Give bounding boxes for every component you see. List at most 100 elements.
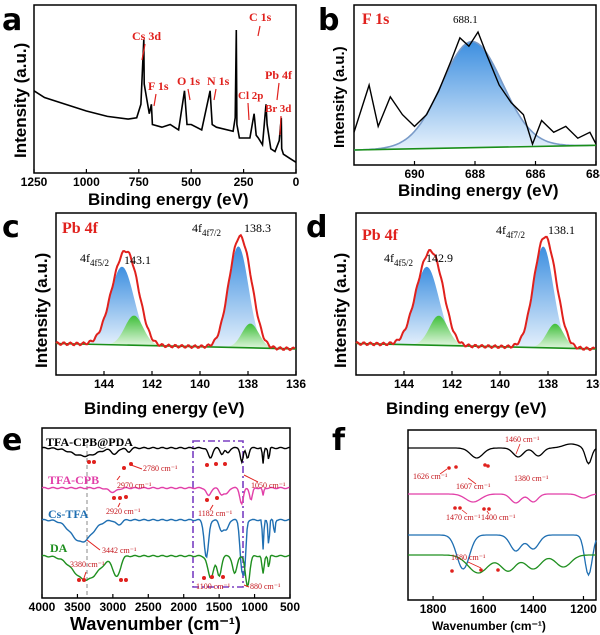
panel-c-peak1-value: 143.1 [124, 253, 151, 267]
panel-c-peak1-orbital: 4f4f5/2 [80, 251, 109, 268]
panel-e-ann-1050: 1050 cm⁻¹ [251, 481, 286, 490]
panel-letter-c: c [2, 210, 20, 245]
panel-e-series-label-1: TFA-CPB [48, 473, 99, 487]
panel-a-tick-label: 1250 [21, 175, 48, 189]
annotation-pb4f: Pb 4f [265, 68, 293, 82]
annotation-br3d: Br 3d [265, 103, 291, 115]
panel-b-fit-envelope [354, 40, 593, 151]
panel-a-tick-label: 1000 [73, 175, 100, 189]
panel-b-baseline [353, 144, 597, 151]
panel-c-tick-label: 142 [142, 377, 162, 391]
panel-e-tick-label: 3000 [100, 600, 127, 614]
panel-b-peak-label: 688.1 [453, 14, 478, 26]
panel-b-title: F 1s [362, 11, 389, 28]
panel-f-ann-1460: 1460 cm⁻¹ [505, 435, 540, 444]
panel-c-tick-label: 136 [286, 377, 306, 391]
panel-a-xps-survey: a 1250 1000 750 500 250 0 Intensity (a.u.) Bi… [2, 3, 300, 209]
panel-d-ylabel: Intensity (a.u.) [331, 253, 350, 368]
panel-c-pb4f: c Pb 4f Intensity (a.u.) Binding energy … [2, 210, 306, 418]
panel-e-tick-label: 2000 [170, 600, 197, 614]
panel-e-series-cs-tfa [41, 518, 290, 577]
panel-a-xlabel: Binding energy (eV) [88, 190, 249, 209]
panel-f-frame [407, 429, 597, 601]
panel-e-ann-2970: 2970 cm⁻¹ [117, 481, 152, 490]
panel-c-green-component-1 [81, 315, 186, 347]
panel-f-series-tfa-cpb [408, 493, 597, 504]
panel-d-peak1-value: 142.9 [426, 251, 453, 265]
annotation-cl2p: Cl 2p [238, 90, 263, 102]
panel-e-x-ticks: 4000 3500 3000 2500 2000 1500 1000 500 [29, 594, 300, 614]
panel-b-tick-label: 688 [465, 167, 485, 181]
annotation-f1s: F 1s [148, 79, 169, 93]
panel-d-tick-label: 144 [394, 377, 414, 391]
panel-c-title: Pb 4f [62, 220, 99, 237]
panel-d-xlabel: Binding energy (eV) [386, 399, 547, 418]
panel-b-ylabel: Intensity (a.u.) [331, 46, 348, 148]
panel-b-tick-label: 686 [525, 167, 545, 181]
panel-c-green-component-2 [197, 323, 302, 349]
panel-a-frame [33, 4, 297, 174]
panel-e-ann-2780: 2780 cm⁻¹ [143, 464, 178, 473]
panel-d-pb4f: d Pb 4f Intensity (a.u.) Binding energy … [306, 210, 600, 418]
panel-f-ftir-zoom: f Wavenumber (cm⁻¹) 1800 1600 1400 1200 146… [332, 423, 597, 633]
panel-d-peak2-value: 138.1 [548, 223, 575, 237]
panel-letter-b: b [318, 3, 339, 38]
annotation-n1s: N 1s [207, 74, 230, 88]
panel-f-ann-1626: 1626 cm⁻¹ [413, 472, 448, 481]
panel-a-annotations: Cs 3d F 1s O 1s N 1s C 1s Cl 2p Pb 4f Br… [132, 10, 293, 136]
panel-f-ann-1400: 1400 cm⁻¹ [481, 513, 516, 522]
panel-f-tick-label: 1800 [420, 602, 447, 616]
panel-c-peak2-orbital: 4f4f7/2 [192, 221, 221, 238]
panel-a-x-ticks: 1250 1000 750 500 250 0 [21, 169, 300, 189]
panel-b-xlabel: Binding energy (eV) [398, 181, 559, 200]
panel-e-ann-2920: 2920 cm⁻¹ [106, 507, 141, 516]
panel-e-tick-label: 4000 [29, 600, 56, 614]
panel-f-tick-label: 1400 [520, 602, 547, 616]
panel-e-ann-1182: 1182 cm⁻¹ [198, 509, 233, 518]
panel-c-xlabel: Binding energy (eV) [84, 399, 245, 418]
panel-c-peaks [55, 233, 302, 352]
panel-c-blue-component-1 [69, 266, 174, 347]
panel-e-xlabel: Wavenumber (cm⁻¹) [70, 614, 241, 634]
panel-b-tick-label: 690 [404, 167, 424, 181]
panel-e-tick-label: 3500 [64, 600, 91, 614]
panel-e-tick-label: 1500 [206, 600, 233, 614]
panel-e-frame [41, 427, 291, 599]
panel-c-fit-envelope [55, 233, 296, 352]
panel-b-f1s: b F 1s Intensity (a.u.) Binding energy (… [318, 3, 600, 200]
panel-f-tick-label: 1200 [570, 602, 597, 616]
panel-f-ann-1470: 1470 cm⁻¹ [446, 513, 481, 522]
panel-b-tick-label: 684 [586, 167, 600, 181]
panel-letter-a: a [2, 3, 22, 38]
panel-d-peak1-orbital: 4f4f5/2 [384, 251, 413, 268]
panel-c-tick-label: 140 [190, 377, 210, 391]
panel-f-annotations: 1460 cm⁻¹ 1626 cm⁻¹ 1380 cm⁻¹ 1607 cm⁻¹ … [413, 435, 549, 573]
panel-d-peak-labels: 4f4f5/2 142.9 4f4f7/2 138.1 [384, 223, 575, 268]
panel-letter-f: f [332, 423, 346, 458]
panel-d-peaks [355, 235, 600, 352]
panel-f-xlabel: Wavenumber (cm⁻¹) [432, 619, 546, 633]
panel-d-tick-label: 142 [442, 377, 462, 391]
panel-e-tick-label: 2500 [135, 600, 162, 614]
panel-b-x-ticks: 690 688 686 684 [404, 161, 600, 181]
panel-f-ann-1607: 1607 cm⁻¹ [456, 482, 491, 491]
panel-letter-d: d [306, 210, 327, 245]
panel-d-frame [355, 212, 597, 376]
panel-c-tick-label: 138 [238, 377, 258, 391]
panel-c-peak2-value: 138.3 [244, 221, 271, 235]
panel-c-x-ticks: 144 142 140 138 136 [94, 371, 306, 391]
panel-d-green-component-2 [502, 323, 600, 349]
panel-c-ylabel: Intensity (a.u.) [32, 253, 51, 368]
panel-a-tick-label: 0 [293, 175, 300, 189]
panel-a-spectrum-line [33, 29, 297, 163]
panel-e-series-tfa-cpb [41, 486, 290, 506]
panel-d-x-ticks: 144 142 140 138 136 [394, 371, 600, 391]
annotation-o1s: O 1s [177, 74, 200, 88]
panel-b-raw-data-line [353, 30, 597, 147]
annotation-cs3d: Cs 3d [132, 29, 161, 43]
panel-e-ann-880: 880 cm⁻¹ [250, 582, 281, 591]
panel-d-fit-envelope [355, 235, 596, 352]
panel-e-annotations: 2780 cm⁻¹ 2970 cm⁻¹ 1050 cm⁻¹ 2920 cm⁻¹ … [70, 460, 286, 591]
panel-e-ftir: e Wavenumber (cm⁻¹) 4000 3500 3000 2500 2000… [2, 423, 300, 634]
panel-f-tick-label: 1600 [470, 602, 497, 616]
